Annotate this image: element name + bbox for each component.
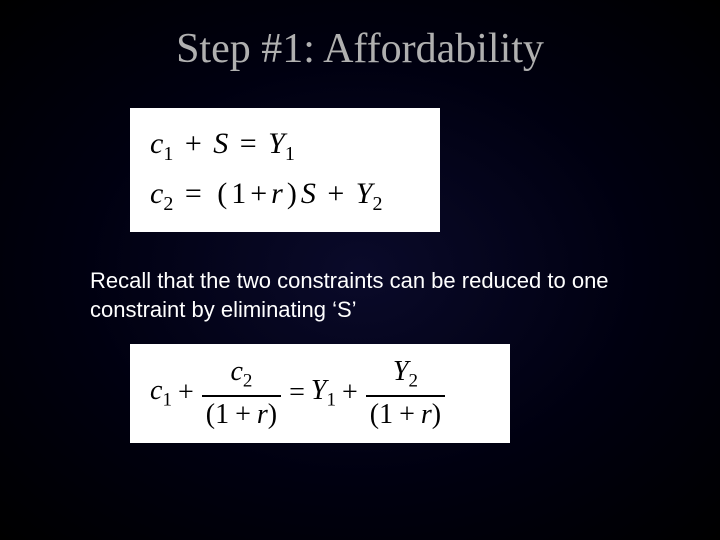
eq-sub: 2 bbox=[243, 371, 253, 392]
eq-var: c bbox=[150, 127, 163, 160]
eq-op: = bbox=[240, 127, 257, 160]
eq-var: S bbox=[213, 127, 228, 160]
eq-op: + bbox=[178, 377, 194, 409]
equation-box-2: c1 + c2 (1+r) = Y1 + Y2 (1+r) bbox=[130, 344, 510, 443]
eq-numerator: c2 bbox=[202, 356, 281, 397]
eq-op: + bbox=[327, 177, 344, 210]
eq-op: + bbox=[250, 177, 267, 210]
eq-var: S bbox=[301, 177, 316, 210]
eq-paren: ) bbox=[287, 177, 297, 210]
eq-num: 1 bbox=[379, 399, 393, 430]
eq-sub: 1 bbox=[326, 390, 336, 411]
eq-var: Y bbox=[393, 356, 409, 387]
eq-paren: ( bbox=[370, 399, 379, 430]
eq-var: Y bbox=[268, 127, 285, 160]
eq-var: c bbox=[150, 375, 162, 406]
eq-num: 1 bbox=[231, 177, 246, 210]
equation-line-2: c2 = (1+r)S + Y2 bbox=[150, 170, 420, 220]
equation-combined: c1 + c2 (1+r) = Y1 + Y2 (1+r) bbox=[150, 356, 490, 431]
eq-sub: 2 bbox=[163, 193, 173, 215]
eq-fraction: Y2 (1+r) bbox=[366, 356, 445, 431]
eq-var: r bbox=[421, 399, 432, 430]
eq-sub: 1 bbox=[163, 143, 173, 165]
slide-title: Step #1: Affordability bbox=[70, 25, 650, 73]
eq-var: r bbox=[257, 399, 268, 430]
eq-sub: 1 bbox=[285, 143, 295, 165]
eq-op: = bbox=[185, 177, 202, 210]
body-text: Recall that the two constraints can be r… bbox=[90, 267, 650, 324]
eq-var: r bbox=[271, 177, 283, 210]
eq-op: + bbox=[185, 127, 202, 160]
eq-fraction: c2 (1+r) bbox=[202, 356, 281, 431]
eq-term: Y1 bbox=[311, 375, 336, 412]
eq-denominator: (1+r) bbox=[202, 397, 281, 431]
eq-sub: 1 bbox=[162, 390, 172, 411]
eq-op: = bbox=[289, 377, 305, 409]
eq-numerator: Y2 bbox=[366, 356, 445, 397]
eq-sub: 2 bbox=[372, 193, 382, 215]
eq-op: + bbox=[342, 377, 358, 409]
eq-var: c bbox=[150, 177, 163, 210]
equation-box-1: c1 + S = Y1 c2 = (1+r)S + Y2 bbox=[130, 108, 440, 232]
eq-var: c bbox=[230, 356, 242, 387]
slide: Step #1: Affordability c1 + S = Y1 c2 = … bbox=[0, 0, 720, 540]
eq-paren: ( bbox=[217, 177, 227, 210]
equation-line-1: c1 + S = Y1 bbox=[150, 120, 420, 170]
eq-term: c1 bbox=[150, 375, 172, 412]
eq-op: + bbox=[235, 399, 251, 430]
eq-paren: ( bbox=[206, 399, 215, 430]
eq-op: + bbox=[399, 399, 415, 430]
eq-var: Y bbox=[356, 177, 373, 210]
eq-num: 1 bbox=[215, 399, 229, 430]
eq-denominator: (1+r) bbox=[366, 397, 445, 431]
eq-paren: ) bbox=[268, 399, 277, 430]
eq-var: Y bbox=[311, 375, 327, 406]
eq-paren: ) bbox=[432, 399, 441, 430]
eq-sub: 2 bbox=[408, 371, 418, 392]
